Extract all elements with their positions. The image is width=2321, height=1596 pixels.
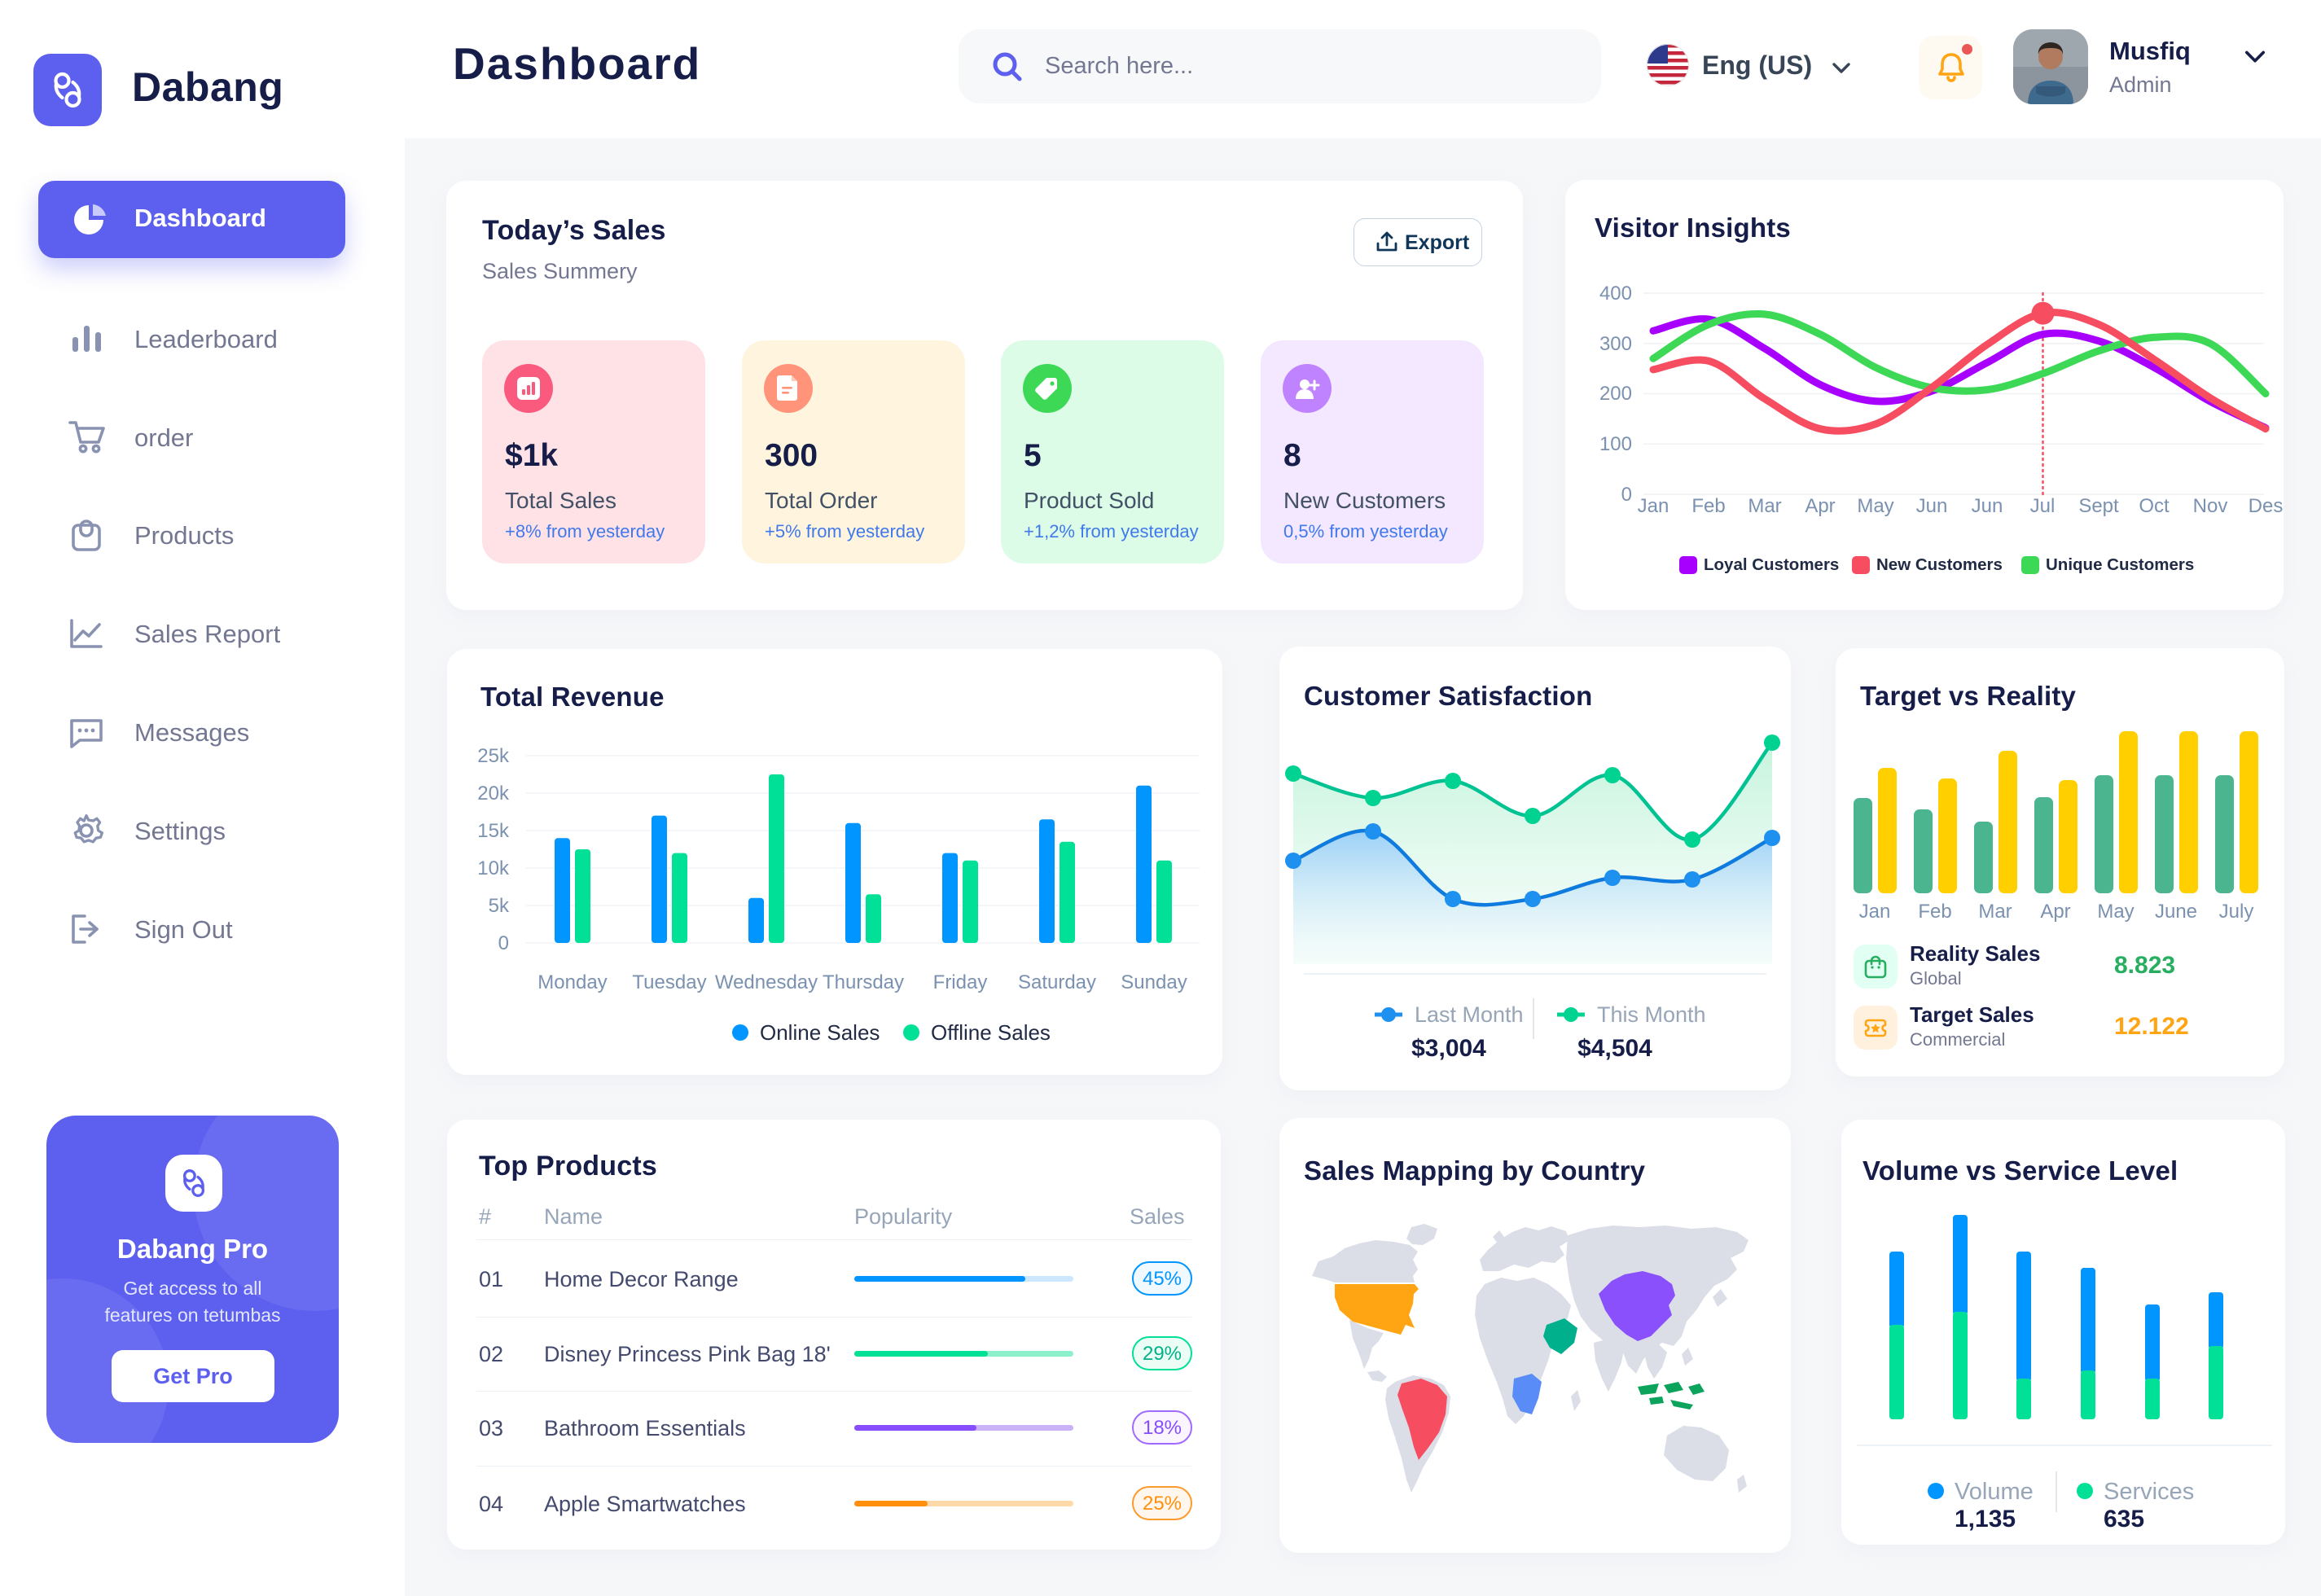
svg-text:Offline Sales: Offline Sales — [931, 1020, 1051, 1045]
svg-text:25k: 25k — [477, 745, 510, 767]
svg-text:100: 100 — [1599, 433, 1632, 455]
svg-text:July: July — [2219, 901, 2254, 923]
svg-text:Thursday: Thursday — [823, 971, 904, 993]
svg-text:Feb: Feb — [1918, 901, 1951, 923]
svg-text:12.122: 12.122 — [2114, 1013, 2189, 1040]
svg-text:Volume: Volume — [1955, 1479, 2034, 1505]
svg-text:This Month: This Month — [1597, 1002, 1706, 1027]
svg-text:Monday: Monday — [537, 971, 607, 993]
svg-text:Jan: Jan — [1859, 901, 1891, 923]
svg-text:Global: Global — [1910, 968, 1962, 989]
svg-text:0: 0 — [1621, 484, 1632, 506]
svg-text:New Customers: New Customers — [1876, 555, 2003, 574]
svg-text:Online Sales: Online Sales — [760, 1020, 880, 1045]
svg-text:Sept: Sept — [2078, 495, 2119, 517]
svg-text:8.823: 8.823 — [2114, 952, 2175, 979]
svg-text:Feb: Feb — [1691, 495, 1725, 517]
svg-text:Sunday: Sunday — [1121, 971, 1187, 993]
svg-text:Last Month: Last Month — [1415, 1002, 1524, 1027]
svg-text:Target Sales: Target Sales — [1910, 1002, 2034, 1027]
svg-text:Tuesday: Tuesday — [632, 971, 706, 993]
svg-text:June: June — [2155, 901, 2197, 923]
svg-text:Loyal Customers: Loyal Customers — [1704, 555, 1839, 574]
svg-text:Wednesday: Wednesday — [715, 971, 818, 993]
svg-text:Des: Des — [2249, 495, 2284, 517]
svg-text:Jun: Jun — [1916, 495, 1948, 517]
svg-text:Saturday: Saturday — [1018, 971, 1096, 993]
svg-text:15k: 15k — [477, 820, 510, 842]
svg-text:0: 0 — [498, 932, 509, 954]
svg-text:Jun: Jun — [1972, 495, 2003, 517]
svg-text:20k: 20k — [477, 783, 510, 805]
svg-text:Commercial: Commercial — [1910, 1029, 2005, 1050]
svg-text:May: May — [1857, 495, 1893, 517]
svg-text:Services: Services — [2104, 1479, 2194, 1505]
svg-text:400: 400 — [1599, 283, 1632, 305]
svg-text:300: 300 — [1599, 333, 1632, 355]
svg-text:200: 200 — [1599, 383, 1632, 405]
svg-text:Oct: Oct — [2139, 495, 2170, 517]
svg-text:Reality Sales: Reality Sales — [1910, 941, 2040, 966]
svg-text:May: May — [2097, 901, 2134, 923]
svg-text:10k: 10k — [477, 857, 510, 879]
svg-text:635: 635 — [2104, 1506, 2144, 1532]
svg-text:$4,504: $4,504 — [1577, 1035, 1652, 1062]
svg-text:Jan: Jan — [1638, 495, 1669, 517]
svg-text:Jul: Jul — [2030, 495, 2056, 517]
svg-text:1,135: 1,135 — [1955, 1506, 2016, 1532]
svg-text:Mar: Mar — [1978, 901, 2012, 923]
svg-text:Nov: Nov — [2193, 495, 2228, 517]
svg-text:Apr: Apr — [1805, 495, 1835, 517]
svg-text:Mar: Mar — [1748, 495, 1781, 517]
svg-text:5k: 5k — [489, 895, 510, 917]
svg-text:$3,004: $3,004 — [1411, 1035, 1486, 1062]
svg-text:Apr: Apr — [2040, 901, 2070, 923]
svg-text:Friday: Friday — [933, 971, 988, 993]
svg-text:Unique Customers: Unique Customers — [2046, 555, 2194, 574]
